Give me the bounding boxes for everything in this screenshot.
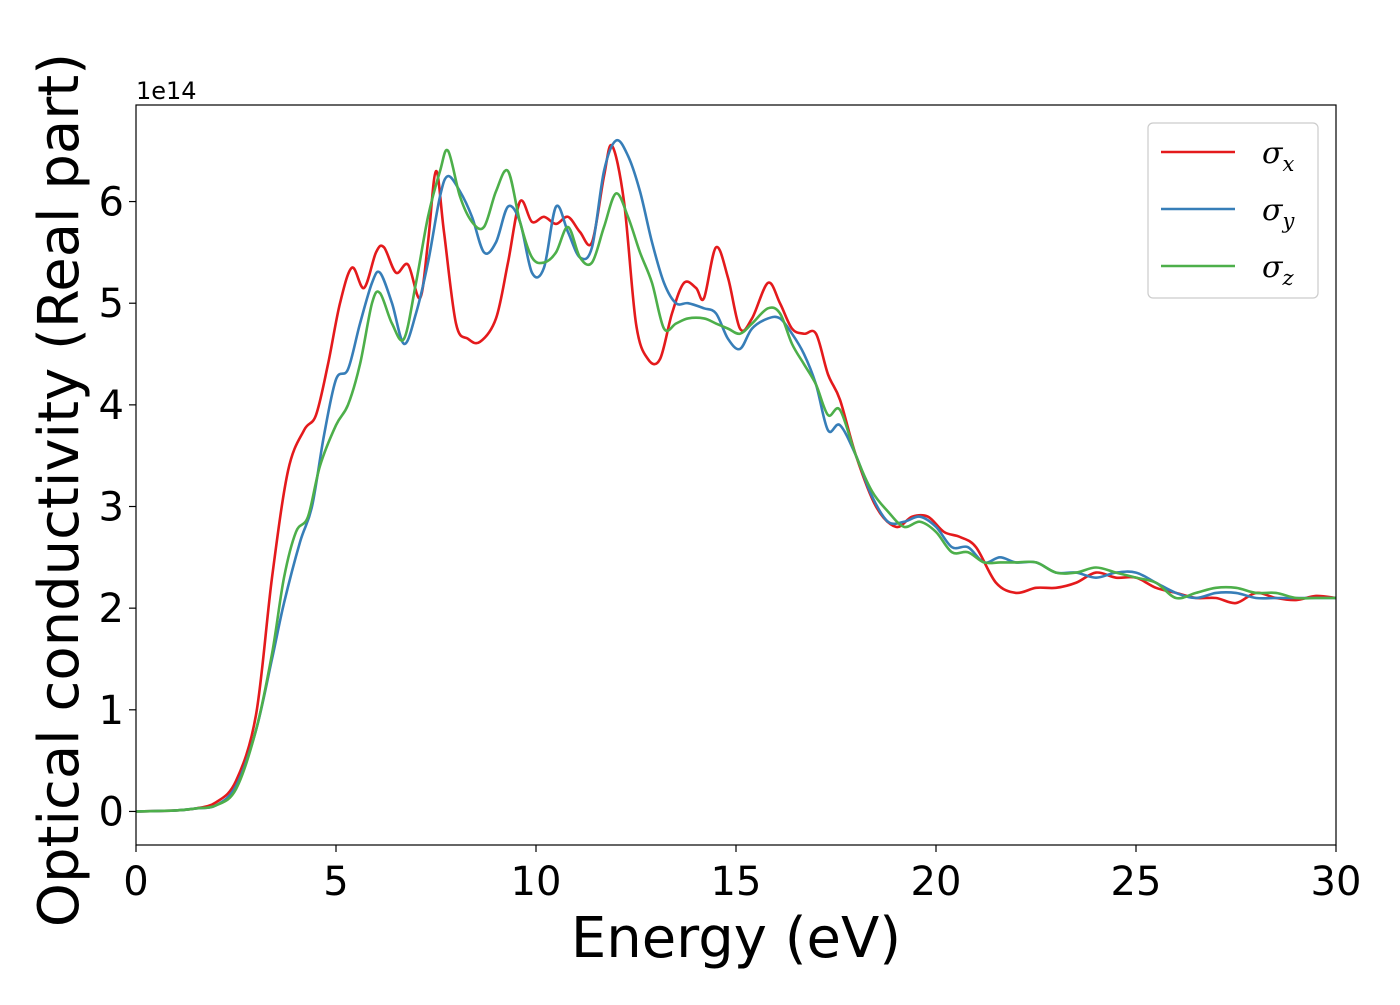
x-tick-label: 25 — [1111, 859, 1162, 905]
y-tick-label: 0 — [99, 789, 124, 835]
x-tick-label: 20 — [911, 859, 962, 905]
y-axis-label: Optical conductivity (Real part) — [27, 53, 92, 927]
y-axis-offset-label: 1e14 — [136, 77, 197, 105]
legend-entry-z: σz — [1262, 250, 1294, 290]
x-tick-label: 5 — [323, 859, 348, 905]
y-tick-label: 5 — [99, 281, 124, 327]
x-tick-label: 0 — [123, 859, 148, 905]
series-lines — [136, 138, 1336, 813]
x-tick-label: 30 — [1311, 859, 1362, 905]
legend-entry-y: σy — [1262, 193, 1295, 233]
y-tick-label: 2 — [99, 586, 124, 632]
x-tick-label: 10 — [511, 859, 562, 905]
axes: 0 5 10 15 20 25 30 0 1 2 3 4 5 6 — [99, 104, 1362, 905]
legend-entry-x: σx — [1262, 136, 1294, 176]
y-tick-label: 3 — [99, 485, 124, 531]
x-axis-label: Energy (eV) — [571, 906, 901, 971]
series-line-x — [136, 143, 1336, 813]
y-tick-label: 4 — [99, 383, 124, 429]
plot-area — [136, 138, 1336, 813]
y-tick-label: 1 — [99, 688, 124, 734]
legend-box — [1147, 122, 1319, 299]
y-tick-label: 6 — [99, 180, 124, 226]
legend: σx σy σz — [1147, 122, 1319, 299]
x-tick-label: 15 — [711, 859, 762, 905]
series-line-z — [136, 148, 1336, 813]
